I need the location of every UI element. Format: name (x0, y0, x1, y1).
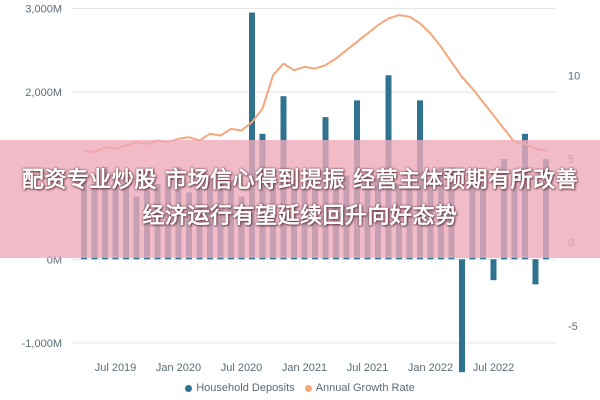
legend-item-household-deposits[interactable]: Household Deposits (185, 382, 295, 394)
y-left-tick-label: 2,000M (25, 87, 62, 99)
bar-household-deposits (490, 259, 497, 281)
x-tick-label: Jan 2022 (408, 362, 453, 374)
x-tick-label: Jan 2020 (156, 362, 201, 374)
headline-banner: 配资专业炒股 市场信心得到提振 经营主体预期有所改善 经济运行有望延续回升向好态… (0, 140, 600, 258)
bar-household-deposits (459, 259, 465, 373)
legend-item-annual-growth-rate[interactable]: Annual Growth Rate (304, 382, 415, 394)
y-left-tick-label: 3,000M (25, 3, 62, 15)
bar-household-deposits (532, 259, 539, 285)
y-left-tick-label: -1,000M (22, 338, 62, 350)
chart-legend: Household Deposits Annual Growth Rate (0, 380, 600, 396)
y-right-tick-label: 10 (568, 70, 580, 82)
legend-label-annual-growth-rate: Annual Growth Rate (315, 382, 415, 394)
bar-household-deposits (249, 12, 255, 260)
x-tick-label: Jul 2019 (95, 362, 137, 374)
legend-swatch-annual-growth-rate (304, 384, 312, 392)
x-tick-label: Jan 2021 (282, 362, 327, 374)
x-tick-label: Jul 2021 (347, 362, 389, 374)
line-annual-growth-rate (83, 14, 547, 154)
y-right-tick-label: -5 (568, 321, 578, 333)
headline-text: 配资专业炒股 市场信心得到提振 经营主体预期有所改善 经济运行有望延续回升向好态… (21, 168, 579, 229)
x-tick-label: Jul 2022 (473, 362, 515, 374)
x-tick-label: Jul 2020 (221, 362, 263, 374)
legend-swatch-household-deposits (185, 384, 193, 392)
legend-label-household-deposits: Household Deposits (196, 382, 295, 394)
